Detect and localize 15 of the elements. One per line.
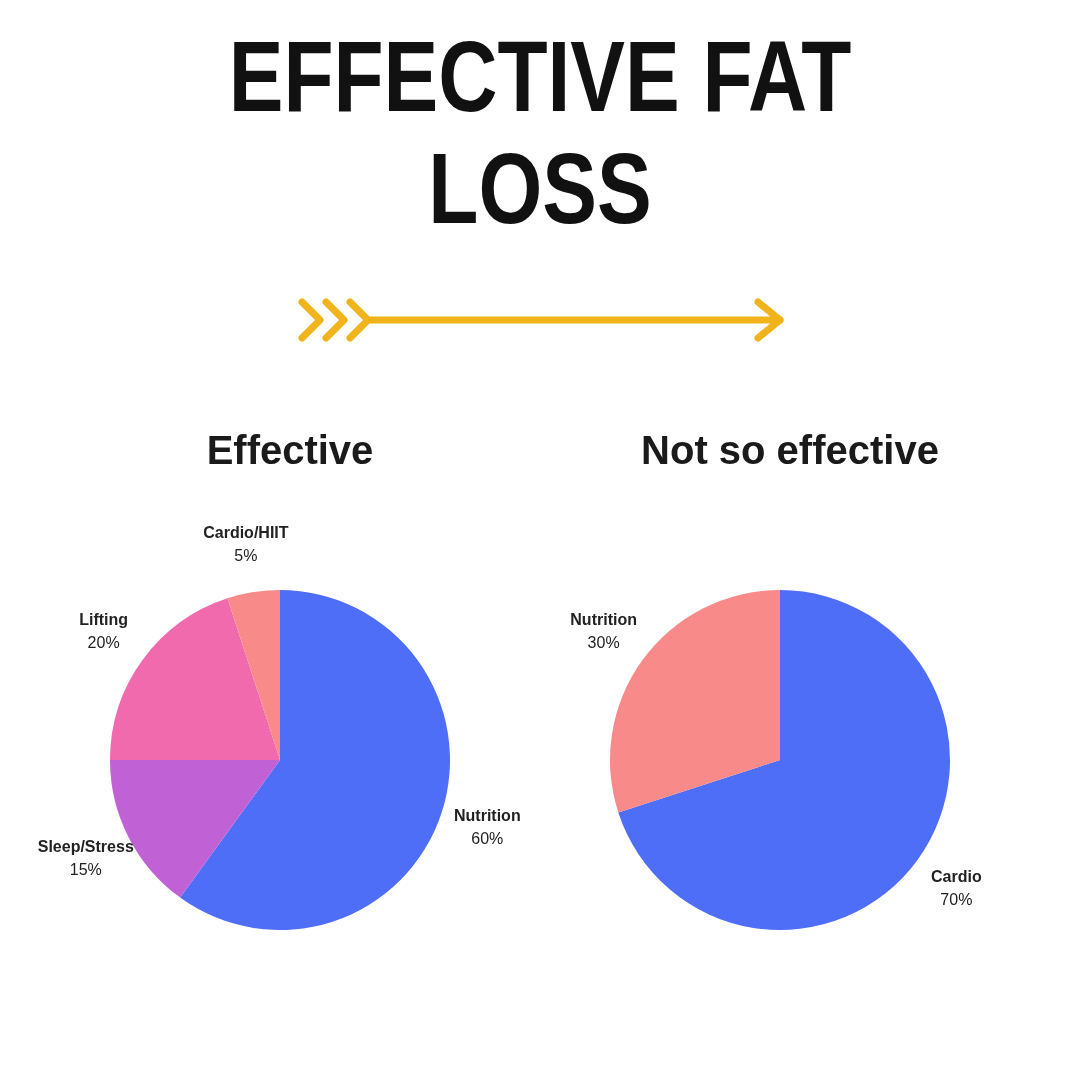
data-label: 15%	[69, 861, 102, 879]
slice-label: Cardio/HIIT	[203, 524, 289, 542]
slice-label: Cardio	[931, 867, 982, 885]
chart-subtitle: Not so effective	[640, 427, 940, 474]
chart-subtitle: Effective	[205, 427, 375, 474]
data-label: 5%	[234, 547, 258, 565]
data-label: 30%	[587, 634, 620, 652]
slice-label: Sleep/Stress	[37, 838, 134, 856]
slice-label: Lifting	[79, 611, 129, 629]
data-label: 60%	[471, 829, 504, 847]
data-label: 70%	[940, 890, 973, 908]
slice-label: Nutrition	[570, 611, 637, 629]
data-label: 20%	[87, 634, 120, 652]
slice-label: Nutrition	[454, 806, 521, 824]
chart-title: EFFECTIVE FAT LOSS	[227, 20, 853, 244]
